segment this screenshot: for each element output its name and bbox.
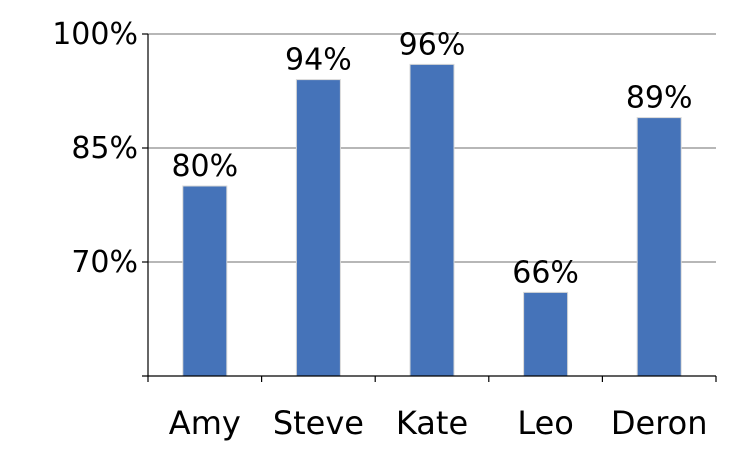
labels: 70% 85% 100% 80% Amy 94% Steve 96% Kate 66% Leo 89%…: [52, 17, 707, 442]
bar-deron: [636, 117, 682, 377]
y-tick-label: 85%: [71, 131, 138, 166]
data-label: 96%: [399, 27, 466, 62]
x-category-label: Steve: [273, 404, 364, 442]
x-category-label: Leo: [517, 404, 574, 442]
y-tick-label: 100%: [52, 17, 138, 52]
bar-leo: [523, 291, 569, 377]
bar-kate: [409, 63, 455, 377]
bar-amy: [182, 185, 228, 377]
y-tick-label: 70%: [71, 245, 138, 280]
bar-steve: [295, 79, 341, 377]
x-category-label: Amy: [169, 404, 241, 442]
bars: [182, 63, 682, 377]
data-label: 66%: [512, 255, 579, 290]
data-label: 94%: [285, 43, 352, 78]
data-label: 80%: [171, 149, 238, 184]
x-category-label: Deron: [611, 404, 708, 442]
axes: [142, 33, 717, 382]
data-label: 89%: [626, 81, 693, 116]
x-category-label: Kate: [396, 404, 468, 442]
